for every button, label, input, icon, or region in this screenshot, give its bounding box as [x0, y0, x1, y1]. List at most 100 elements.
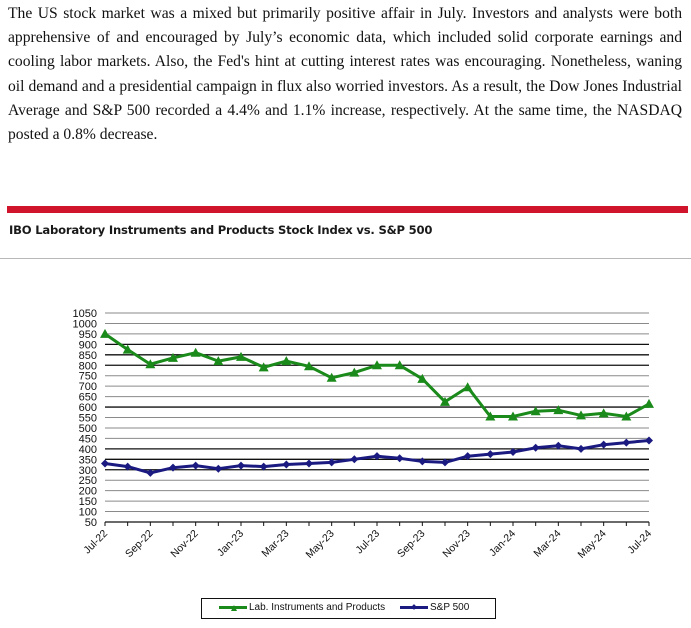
data-point-sp500: [622, 438, 631, 447]
legend-marker-diamond: [411, 604, 417, 610]
data-point-lab: [394, 360, 405, 370]
data-point-sp500: [418, 457, 427, 466]
data-point-sp500: [259, 462, 268, 471]
chart-legend: Lab. Instruments and Products S&P 500: [201, 598, 496, 619]
data-point-lab: [326, 372, 337, 382]
data-point-sp500: [599, 440, 608, 449]
data-point-lab: [168, 352, 178, 362]
data-point-lab: [258, 362, 269, 372]
data-point-sp500: [577, 444, 585, 453]
x-tick-label: Sep-23: [395, 528, 428, 561]
y-tick-label: 550: [79, 413, 97, 425]
x-tick-label: Sep-22: [123, 528, 156, 561]
data-point-sp500: [509, 447, 517, 456]
data-point-lab: [462, 382, 473, 392]
data-point-sp500: [463, 452, 472, 461]
data-point-lab: [576, 410, 586, 420]
data-point-lab: [621, 411, 632, 421]
data-point-sp500: [282, 460, 291, 469]
y-tick-label: 150: [79, 496, 97, 508]
y-tick-label: 300: [79, 465, 97, 477]
data-point-lab: [553, 405, 564, 415]
y-tick-label: 600: [79, 402, 97, 414]
data-point-sp500: [327, 458, 336, 467]
legend-item-sp500: S&P 500: [400, 602, 469, 613]
legend-item-lab: Lab. Instruments and Products: [219, 602, 385, 613]
legend-swatch-sp500: [400, 604, 428, 610]
y-tick-label: 750: [79, 371, 97, 383]
article-paragraph: The US stock market was a mixed but prim…: [8, 5, 682, 144]
y-tick-label: 250: [79, 475, 97, 487]
data-point-lab: [100, 328, 110, 338]
data-point-lab: [508, 411, 518, 421]
y-axis-ticks: 5010015020025030035040045050055060065070…: [73, 308, 97, 529]
data-point-sp500: [373, 452, 381, 461]
data-point-lab: [372, 360, 382, 370]
data-point-lab: [122, 344, 133, 354]
legend-marker-triangle: [231, 605, 237, 611]
data-point-sp500: [486, 450, 495, 459]
data-point-sp500: [191, 461, 200, 470]
y-tick-label: 800: [79, 360, 97, 372]
data-point-lab: [349, 367, 360, 377]
y-tick-label: 450: [79, 433, 97, 445]
data-point-sp500: [169, 463, 177, 472]
data-point-lab: [213, 356, 224, 366]
data-point-sp500: [531, 443, 540, 452]
x-tick-label: May-24: [576, 528, 609, 561]
gridlines: [105, 312, 649, 513]
x-tick-label: Jul-24: [625, 528, 654, 557]
x-tick-label: Jul-23: [353, 528, 382, 557]
x-tick-label: Jan-23: [215, 528, 246, 559]
data-point-sp500: [395, 454, 404, 463]
data-point-sp500: [305, 459, 313, 468]
y-tick-label: 400: [79, 444, 97, 456]
chart-title: IBO Laboratory Instruments and Products …: [9, 223, 433, 237]
data-point-lab: [485, 411, 496, 421]
y-tick-label: 100: [79, 507, 97, 519]
data-point-lab: [281, 356, 292, 366]
x-tick-label: Nov-23: [440, 528, 473, 561]
data-point-lab: [644, 398, 654, 408]
x-tick-label: May-23: [304, 528, 337, 561]
y-tick-label: 900: [79, 339, 97, 351]
data-point-lab: [304, 361, 314, 371]
data-point-lab: [145, 359, 156, 369]
data-point-sp500: [350, 455, 359, 464]
y-tick-label: 950: [79, 329, 97, 341]
data-point-sp500: [123, 462, 132, 471]
x-tick-label: Jul-22: [81, 528, 110, 557]
data-point-sp500: [645, 436, 653, 445]
y-tick-label: 50: [85, 517, 97, 529]
gray-separator: [0, 258, 691, 259]
x-tick-label: Mar-24: [531, 528, 563, 560]
y-tick-label: 1050: [73, 308, 97, 320]
y-tick-label: 500: [79, 423, 97, 435]
data-point-sp500: [441, 458, 449, 467]
legend-swatch-lab: [219, 605, 247, 611]
y-tick-label: 650: [79, 392, 97, 404]
data-point-sp500: [237, 461, 245, 470]
data-point-sp500: [554, 441, 563, 450]
y-tick-label: 1000: [73, 318, 97, 330]
y-tick-label: 850: [79, 350, 97, 362]
data-point-lab: [598, 408, 609, 418]
y-tick-label: 700: [79, 381, 97, 393]
data-point-lab: [530, 406, 541, 416]
legend-label-sp500: S&P 500: [430, 602, 470, 613]
x-axis: Jul-22 Sep-22 Nov-22 Jan-23 Mar-23 May-23 Jul-…: [81, 521, 654, 561]
legend-label-lab: Lab. Instruments and Products: [249, 602, 386, 613]
data-point-sp500: [101, 459, 109, 468]
data-point-lab: [440, 396, 450, 406]
series-lines: [100, 328, 654, 477]
x-tick-label: Nov-22: [168, 528, 201, 561]
red-divider-bar: [7, 206, 688, 213]
data-point-lab: [236, 351, 246, 361]
data-point-sp500: [214, 464, 223, 473]
data-point-sp500: [146, 468, 155, 477]
x-tick-label: Mar-23: [259, 528, 291, 560]
data-point-lab: [417, 373, 428, 383]
y-tick-label: 350: [79, 454, 97, 466]
data-point-lab: [190, 347, 201, 357]
